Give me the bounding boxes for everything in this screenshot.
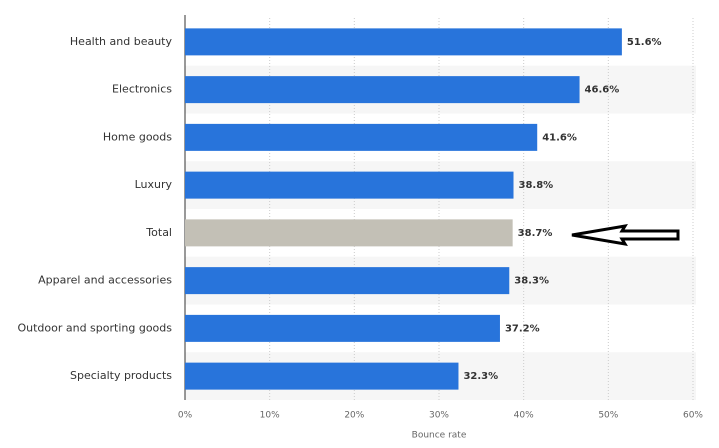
x-tick-label: 40% [514,411,534,421]
value-label: 38.3% [514,276,549,287]
category-label: Health and beauty [70,35,173,48]
value-label: 37.2% [505,323,540,334]
bar [185,28,622,56]
value-label: 38.8% [519,180,554,191]
category-label: Specialty products [70,369,172,382]
bar [185,314,500,342]
category-label: Home goods [103,130,172,143]
category-label: Outdoor and sporting goods [17,321,172,334]
bar [185,123,538,151]
x-tick-label: 50% [598,411,618,421]
category-label: Luxury [135,178,173,191]
bar [185,76,580,104]
value-label: 41.6% [542,132,577,143]
category-label: Apparel and accessories [38,274,172,287]
category-label: Electronics [112,83,172,96]
x-tick-label: 60% [683,411,703,421]
category-label: Total [145,226,172,239]
plot-area: 0% 10% 20% 30% 40% 50% 60% Health and beauty 51.… [17,15,703,421]
x-axis-label: Bounce rate [412,431,467,441]
value-label: 51.6% [627,37,662,48]
value-label: 46.6% [585,85,620,96]
x-tick-label: 20% [344,411,364,421]
bar [185,362,459,390]
arrow-annotation [571,223,680,247]
bar [185,267,510,295]
bar [185,219,513,247]
value-label: 38.7% [518,228,553,239]
bar [185,171,514,199]
x-tick-label: 10% [260,411,280,421]
value-label: 32.3% [463,371,498,382]
x-tick-label: 30% [429,411,449,421]
x-tick-label: 0% [178,411,193,421]
